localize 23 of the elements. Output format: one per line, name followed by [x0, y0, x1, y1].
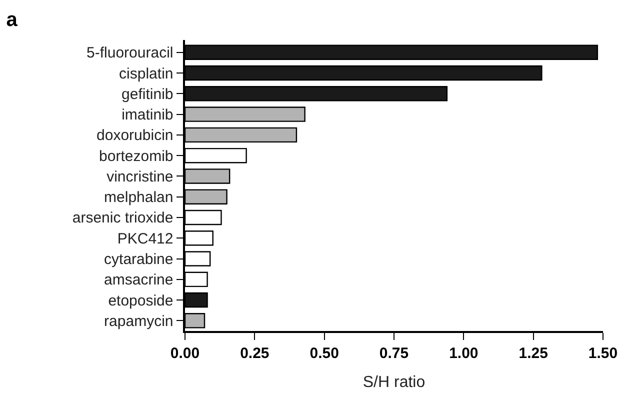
x-tick-label: 0.75 [379, 344, 409, 362]
text: a [6, 9, 18, 31]
y-tick-label: gefitinib [122, 86, 174, 103]
x-tick-label: 1.50 [588, 344, 618, 362]
y-tick-label: PKC412 [117, 230, 174, 248]
y-tick-label: cisplatin [119, 65, 174, 82]
y-tick-label: etoposide [108, 292, 174, 310]
x-tick-label: 0.50 [310, 344, 339, 362]
y-tick-label: amsacrine [104, 272, 174, 289]
y-tick-label: doxorubicin [96, 127, 174, 144]
y-tick-label: rapamycin [104, 312, 174, 330]
y-tick-label: arsenic trioxide [72, 210, 174, 227]
y-tick-label: vincristine [106, 168, 174, 186]
x-tick-label: 1.25 [518, 344, 548, 362]
y-tick-label: imatinib [122, 106, 174, 124]
y-tick-label: bortezomib [99, 148, 174, 165]
x-tick-label: 0.25 [240, 344, 270, 362]
y-tick-label: melphalan [104, 189, 174, 206]
y-tick-label: 5-fluorouracil [86, 44, 174, 62]
x-axis-title: S/H ratio [362, 374, 426, 391]
x-tick-label: 1.00 [449, 344, 478, 362]
x-tick-label: 0.00 [170, 344, 200, 362]
y-tick-label: cytarabine [104, 251, 174, 268]
